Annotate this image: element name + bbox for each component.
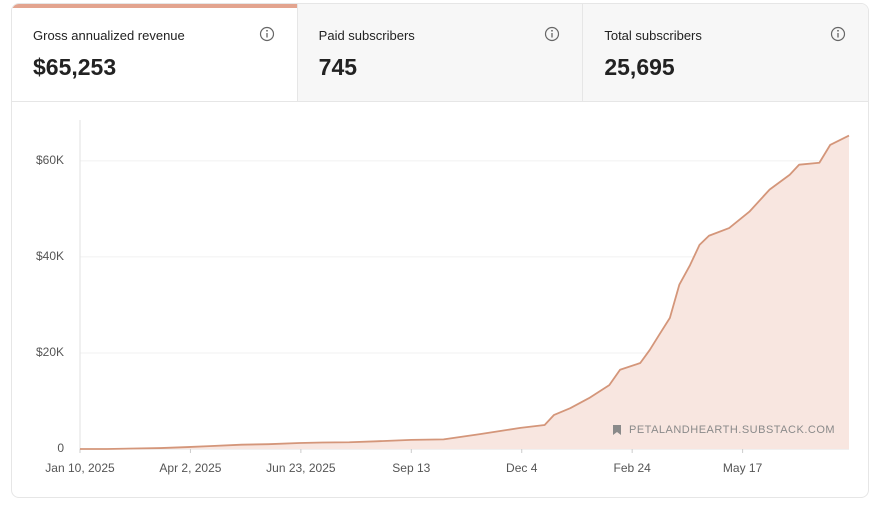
tab-value: 25,695 bbox=[604, 54, 675, 80]
tab-label: Gross annualized revenue bbox=[33, 28, 185, 43]
y-tick-label: 0 bbox=[57, 441, 64, 455]
x-tick-label: Jan 10, 2025 bbox=[45, 461, 115, 475]
info-icon[interactable] bbox=[544, 26, 560, 42]
tab[interactable]: Total subscribers 25,695 bbox=[582, 4, 868, 101]
x-tick-label: May 17 bbox=[723, 461, 763, 475]
stats-card: Gross annualized revenue $65,253 Paid su… bbox=[11, 3, 869, 498]
watermark-text: PETALANDHEARTH.SUBSTACK.COM bbox=[629, 424, 835, 436]
line bbox=[80, 134, 850, 450]
tab-value: $65,253 bbox=[33, 54, 117, 80]
x-tick-label: Feb 24 bbox=[613, 461, 651, 475]
tab-label: Total subscribers bbox=[604, 28, 702, 43]
x-tick-label: Dec 4 bbox=[506, 461, 538, 475]
y-tick-label: $20K bbox=[36, 345, 64, 359]
tab[interactable]: Paid subscribers 745 bbox=[296, 4, 583, 101]
x-tick-label: Jun 23, 2025 bbox=[266, 461, 336, 475]
y-tick-label: $60K bbox=[36, 153, 64, 167]
area-fill bbox=[80, 135, 849, 449]
tab[interactable]: Gross annualized revenue $65,253 bbox=[12, 4, 297, 101]
x-tick-label: Apr 2, 2025 bbox=[159, 461, 221, 475]
tab-label: Paid subscribers bbox=[318, 28, 415, 43]
info-icon[interactable] bbox=[830, 26, 846, 42]
info-icon[interactable] bbox=[259, 26, 275, 42]
y-tick-label: $40K bbox=[36, 249, 64, 263]
watermark: PETALANDHEARTH.SUBSTACK.COM bbox=[613, 424, 835, 436]
x-tick-label: Sep 13 bbox=[392, 461, 430, 475]
tab-bar: Gross annualized revenue $65,253 Paid su… bbox=[12, 4, 868, 102]
tab-value: 745 bbox=[318, 54, 358, 80]
